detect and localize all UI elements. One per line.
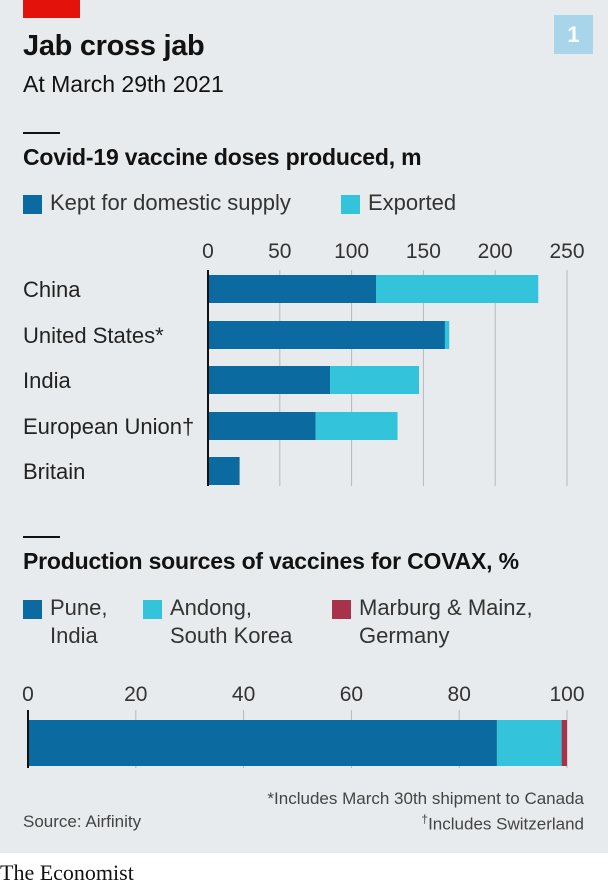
bar-segment — [208, 321, 445, 349]
x-tick-label: 60 — [340, 683, 363, 706]
chart-number-badge: 1 — [554, 15, 593, 54]
chart-title: Jab cross jab — [23, 30, 205, 62]
footnote-switzerland-text: Includes Switzerland — [428, 814, 584, 834]
legend-swatch-pune — [23, 600, 42, 619]
chart-card: Jab cross jab At March 29th 2021 1 Covid… — [0, 0, 608, 853]
x-tick-label: 100 — [549, 683, 584, 706]
bar-segment — [28, 720, 497, 766]
legend-label-domestic: Kept for domestic supply — [50, 190, 291, 215]
x-tick-label: 100 — [334, 240, 369, 263]
x-tick-label: 80 — [448, 683, 471, 706]
legend-label-exported: Exported — [368, 190, 457, 215]
legend-label-andong: Andong, South Korea — [170, 595, 293, 648]
bar-segment — [208, 457, 240, 485]
category-label: China — [23, 277, 81, 302]
x-tick-label: 200 — [478, 240, 513, 263]
x-tick-label: 50 — [268, 240, 291, 263]
x-tick-label: 150 — [406, 240, 441, 263]
legend-swatch-exported — [341, 195, 360, 214]
bar-segment — [208, 275, 377, 303]
legend-swatch-marburg — [332, 600, 351, 619]
bar-segment — [496, 720, 562, 766]
bar-segment — [208, 412, 316, 440]
category-label: European Union† — [23, 414, 194, 439]
legend-label-marburg: Marburg & Mainz, Germany — [359, 595, 533, 648]
footnote-switzerland: †Includes Switzerland — [421, 812, 584, 835]
category-label: Britain — [23, 459, 85, 484]
bar-segment — [208, 366, 331, 394]
covax-bar-chart: 0 20 40 60 80 100 — [22, 683, 585, 768]
x-tick-label: 0 — [22, 683, 34, 706]
dagger-mark: † — [421, 812, 429, 826]
legend-swatch-domestic — [23, 195, 42, 214]
bar-segment — [561, 720, 567, 766]
section-rule — [23, 536, 60, 538]
bar-segment — [315, 412, 398, 440]
source-text: Source: Airfinity — [23, 812, 142, 831]
section1-title: Covid-19 vaccine doses produced, m — [23, 144, 422, 170]
footnote-canada: *Includes March 30th shipment to Canada — [267, 789, 584, 808]
x-tick-label: 0 — [202, 240, 214, 263]
bar-segment — [376, 275, 539, 303]
x-tick-label: 20 — [124, 683, 147, 706]
red-tag — [23, 0, 80, 18]
legend-label-pune: Pune, India — [50, 595, 108, 648]
chart-subtitle: At March 29th 2021 — [23, 71, 224, 97]
category-label: India — [23, 368, 71, 393]
legend-swatch-andong — [143, 600, 162, 619]
x-tick-label: 40 — [232, 683, 255, 706]
section-rule — [23, 132, 60, 134]
economist-logo: The Economist — [0, 860, 134, 885]
category-label: United States* — [23, 323, 164, 348]
doses-bar-chart: 0 50 100 150 200 250 China United States* India E… — [23, 240, 585, 486]
bar-segment — [444, 321, 450, 349]
bar-segment — [330, 366, 420, 394]
section2-title: Production sources of vaccines for COVAX… — [23, 548, 519, 574]
x-tick-label: 250 — [549, 240, 584, 263]
